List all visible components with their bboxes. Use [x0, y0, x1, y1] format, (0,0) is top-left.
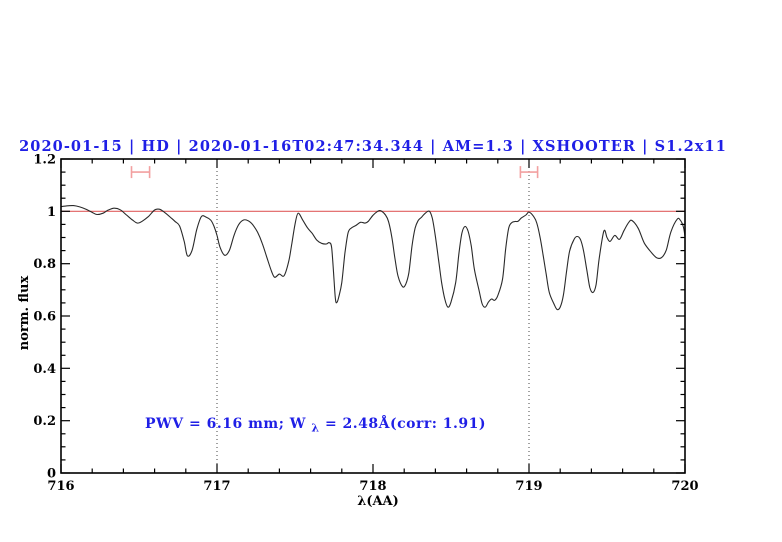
spectrum-curve [60, 204, 686, 311]
y-axis-label: norm. flux [17, 276, 32, 351]
y-tick-label: 0.4 [33, 362, 56, 377]
x-axis-label: λ(AA) [357, 494, 399, 509]
y-tick-label: 0.8 [33, 257, 56, 272]
x-tick-label: 720 [671, 479, 698, 494]
axis-tick-labels: 716 717 718 719 720 0 0.2 0.4 0.6 0.8 1 1.2 [33, 153, 698, 495]
axis-ticks [60, 158, 686, 474]
pwv-annotation: PWV = 6.16 mm; W λ = 2.48Å(corr: 1.91) [145, 414, 486, 436]
spectrum-curve-group [60, 204, 686, 311]
y-tick-label: 0.2 [33, 414, 56, 429]
pwv-annotation-suffix: = 2.48Å(corr: 1.91) [325, 414, 486, 432]
y-tick-label: 1.2 [33, 153, 56, 168]
y-tick-label: 1 [47, 205, 56, 220]
x-tick-label: 717 [203, 479, 230, 494]
x-tick-label: 719 [515, 479, 542, 494]
pwv-annotation-subscript: λ [311, 422, 319, 435]
plot-title: 2020-01-15 | HD | 2020-01-16T02:47:34.34… [19, 138, 727, 155]
x-tick-label: 718 [359, 479, 386, 494]
ew-marker-group [130, 166, 539, 179]
y-tick-label: 0.6 [33, 310, 56, 325]
x-tick-label: 716 [47, 479, 74, 494]
pwv-annotation-prefix: PWV = 6.16 mm; W [145, 416, 306, 432]
y-tick-label: 0 [47, 467, 56, 482]
